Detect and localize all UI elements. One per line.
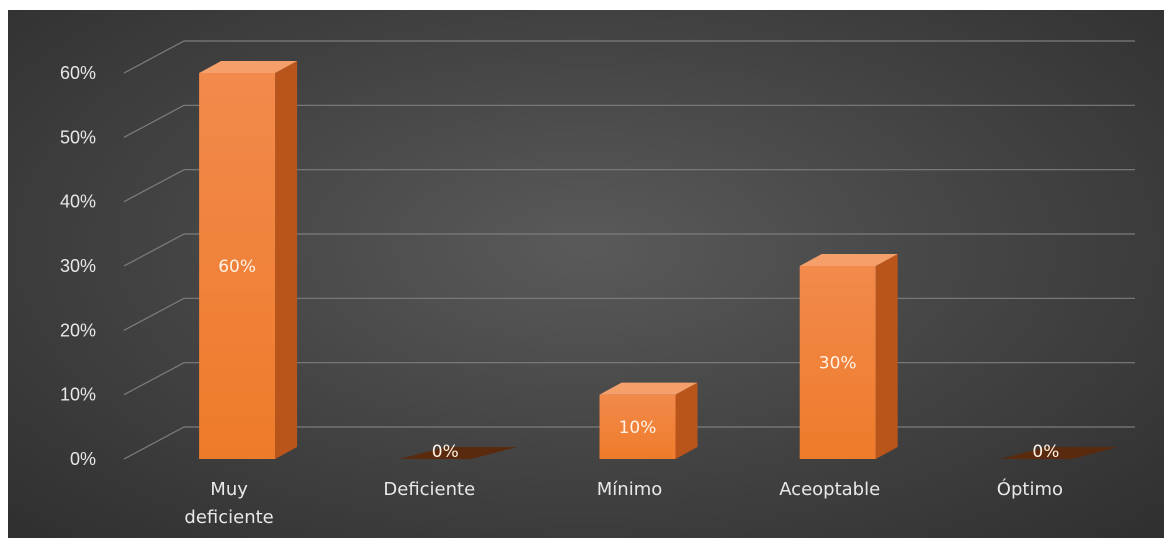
- data-label: 60%: [218, 257, 256, 277]
- data-label: 10%: [619, 418, 657, 438]
- y-tick-label: 20%: [60, 320, 96, 340]
- y-tick-label: 50%: [60, 127, 96, 147]
- x-axis: Muy deficiente Deficiente Mínimo Aceoptable Ó…: [184, 478, 1063, 528]
- y-axis: 0% 10% 20% 30% 40% 50% 60%: [60, 63, 96, 469]
- data-labels: 60% 0% 10% 30% 0%: [218, 257, 1059, 462]
- bar-side: [876, 254, 898, 459]
- y-tick-label: 60%: [60, 63, 96, 83]
- x-tick-label: Mínimo: [597, 479, 663, 500]
- x-tick-label: Óptimo: [997, 478, 1063, 500]
- x-tick-label: Aceoptable: [779, 479, 880, 500]
- data-label: 0%: [1032, 442, 1059, 462]
- y-tick-label: 40%: [60, 192, 96, 212]
- chart-area: 0% 10% 20% 30% 40% 50% 60% 60% 0% 10% 30% 0% Muy de…: [8, 10, 1164, 538]
- bar-side: [676, 383, 698, 459]
- data-label: 0%: [432, 442, 459, 462]
- x-tick-label: deficiente: [184, 507, 273, 528]
- bars: [199, 61, 1118, 459]
- y-tick-label: 0%: [70, 449, 96, 469]
- x-tick-label: Deficiente: [383, 479, 475, 500]
- y-tick-label: 30%: [60, 256, 96, 276]
- y-tick-label: 10%: [60, 385, 96, 405]
- bar-chart: 0% 10% 20% 30% 40% 50% 60% 60% 0% 10% 30% 0% Muy de…: [8, 10, 1164, 538]
- data-label: 30%: [819, 354, 857, 374]
- x-tick-label: Muy: [210, 479, 248, 500]
- bar-side: [275, 61, 297, 459]
